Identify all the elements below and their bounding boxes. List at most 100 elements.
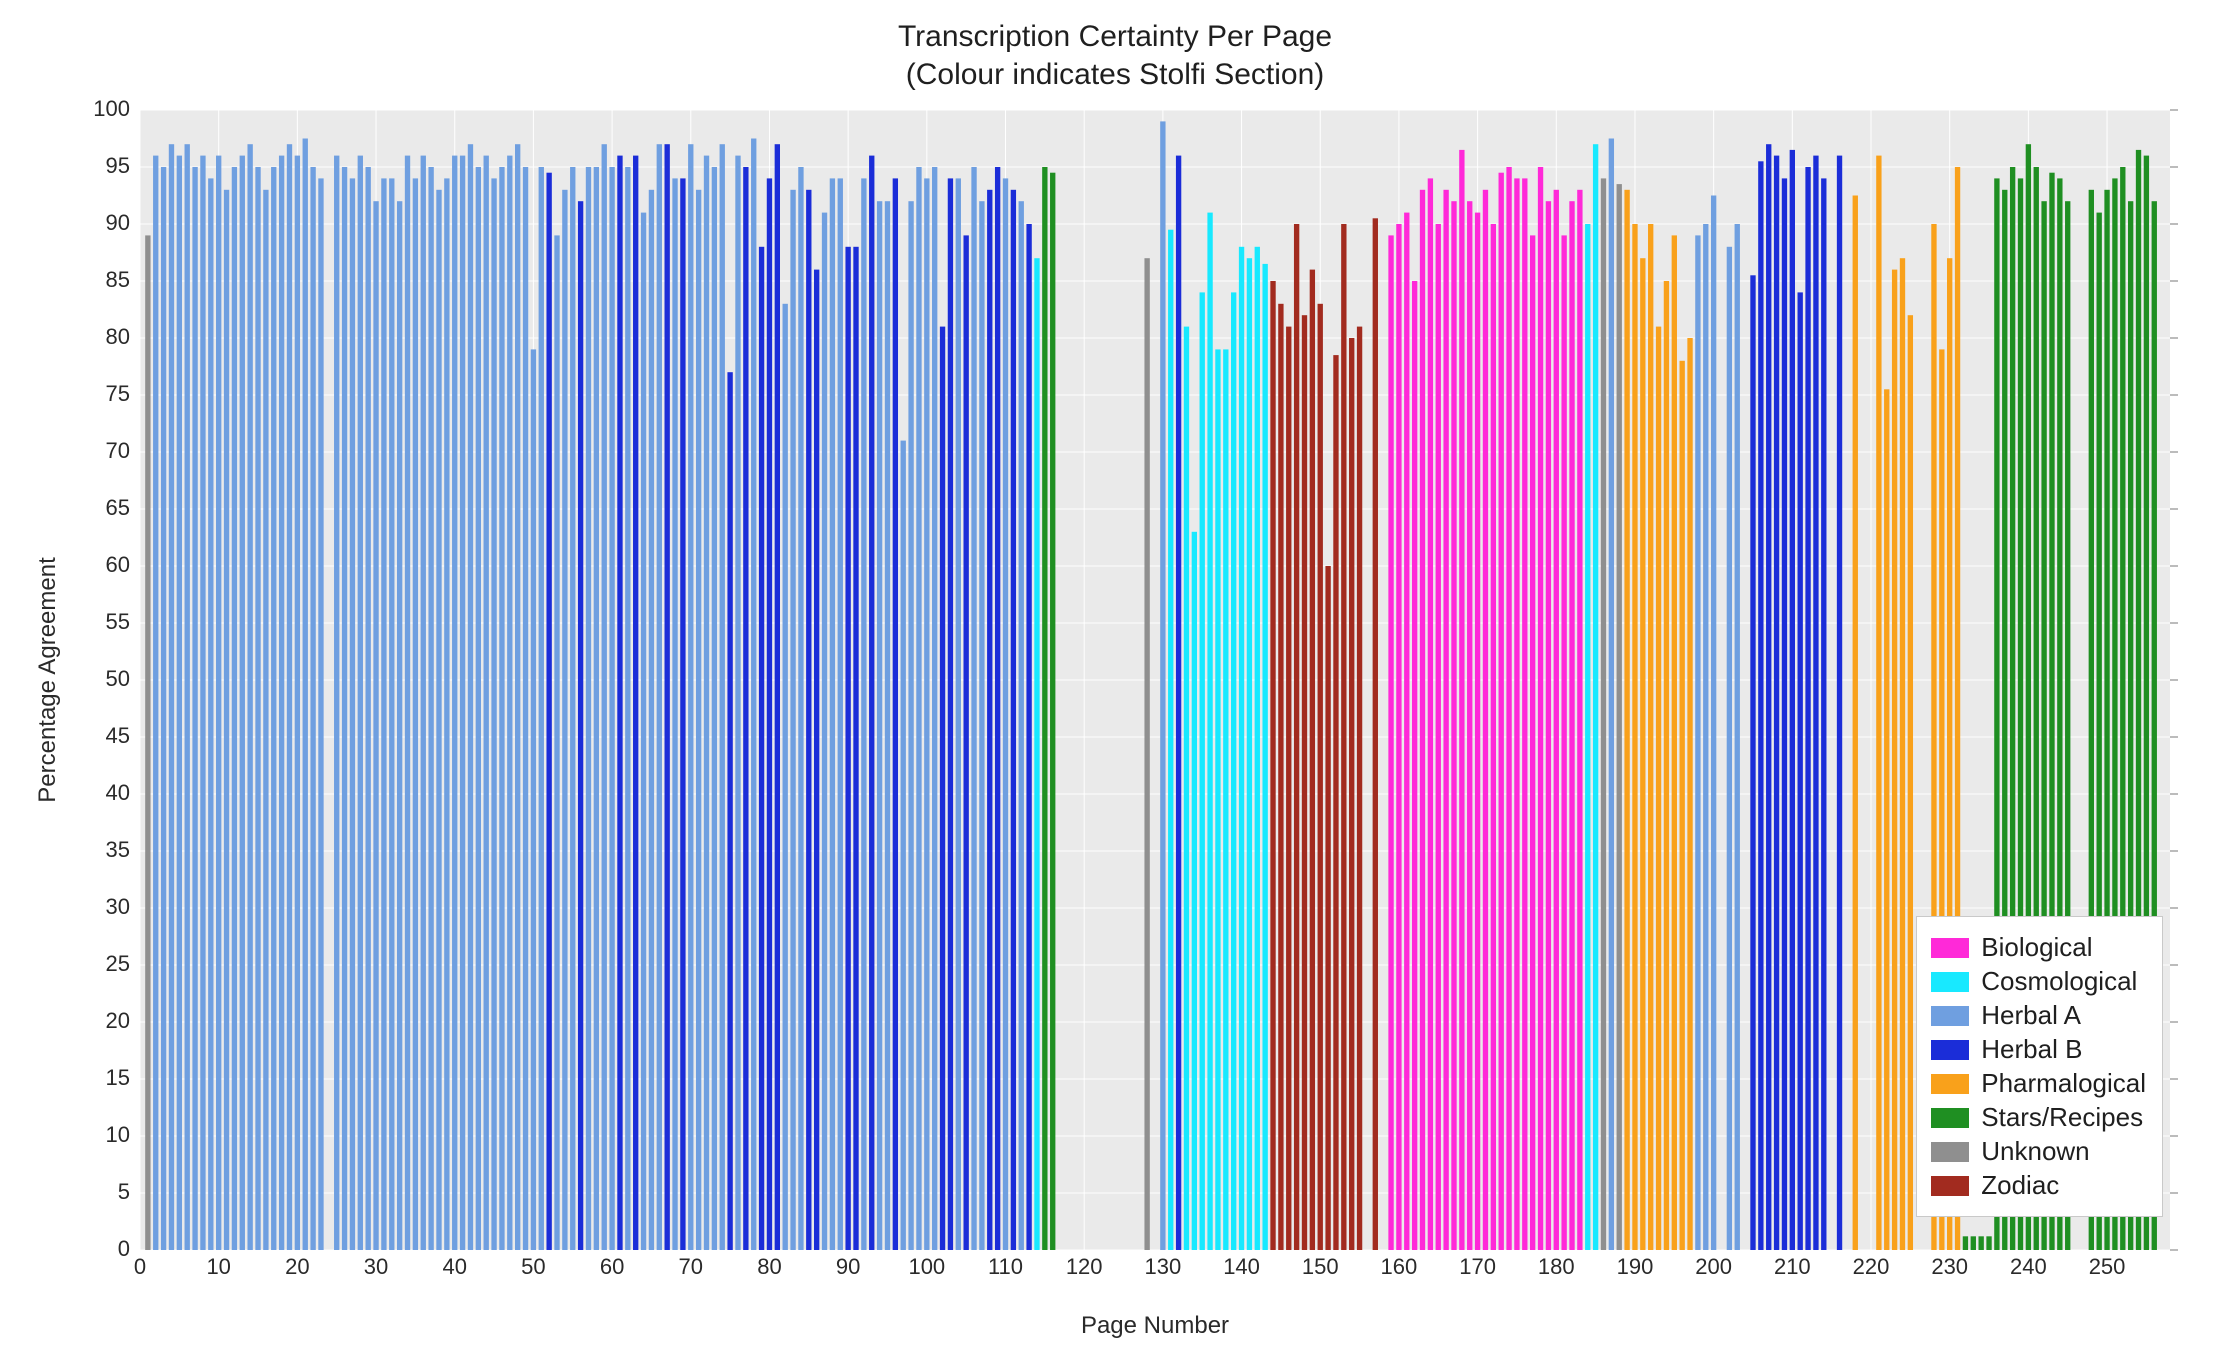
- bar: [1593, 144, 1598, 1250]
- bar: [1459, 150, 1464, 1250]
- bar: [775, 144, 780, 1250]
- bar: [1160, 121, 1165, 1250]
- bar: [1034, 258, 1039, 1250]
- plot-svg: 0102030405060708090100110120130140150160…: [140, 110, 2170, 1250]
- bar: [830, 178, 835, 1250]
- bar: [578, 201, 583, 1250]
- bar: [476, 167, 481, 1250]
- bar: [1207, 213, 1212, 1250]
- bar: [1506, 167, 1511, 1250]
- bar: [712, 167, 717, 1250]
- legend-item: Cosmological: [1931, 966, 2146, 997]
- bar: [1632, 224, 1637, 1250]
- bar: [1837, 156, 1842, 1250]
- y-tick-label: 70: [106, 438, 130, 463]
- bar: [1373, 218, 1378, 1250]
- bar: [1624, 190, 1629, 1250]
- bar: [1656, 327, 1661, 1250]
- legend-label: Cosmological: [1981, 966, 2137, 997]
- legend-item: Herbal A: [1931, 1000, 2146, 1031]
- bar: [861, 178, 866, 1250]
- x-tick-label: 200: [1695, 1254, 1732, 1279]
- bar: [838, 178, 843, 1250]
- bar: [1758, 161, 1763, 1250]
- bar: [979, 201, 984, 1250]
- bar: [1499, 173, 1504, 1250]
- x-tick-label: 130: [1145, 1254, 1182, 1279]
- bar: [1900, 258, 1905, 1250]
- bar: [971, 167, 976, 1250]
- bar: [161, 167, 166, 1250]
- bar: [1609, 139, 1614, 1251]
- bar: [1168, 230, 1173, 1250]
- legend-item: Stars/Recipes: [1931, 1102, 2146, 1133]
- bar: [1782, 178, 1787, 1250]
- bar: [1011, 190, 1016, 1250]
- legend-swatch: [1931, 972, 1969, 992]
- bar: [539, 167, 544, 1250]
- bar: [1727, 247, 1732, 1250]
- bar: [1483, 190, 1488, 1250]
- bar: [869, 156, 874, 1250]
- bar: [932, 167, 937, 1250]
- bar: [342, 167, 347, 1250]
- bar: [853, 247, 858, 1250]
- bar: [1585, 224, 1590, 1250]
- bar: [1404, 213, 1409, 1250]
- bar: [1664, 281, 1669, 1250]
- bar: [1357, 327, 1362, 1250]
- bar: [373, 201, 378, 1250]
- bar: [208, 178, 213, 1250]
- legend-label: Pharmalogical: [1981, 1068, 2146, 1099]
- bar: [169, 144, 174, 1250]
- bar: [247, 144, 252, 1250]
- x-tick-label: 190: [1617, 1254, 1654, 1279]
- x-tick-label: 180: [1538, 1254, 1575, 1279]
- y-tick-label: 65: [106, 495, 130, 520]
- bar: [1467, 201, 1472, 1250]
- legend-swatch: [1931, 1074, 1969, 1094]
- bar: [1963, 1236, 1968, 1250]
- bar: [743, 167, 748, 1250]
- bar: [688, 144, 693, 1250]
- x-tick-label: 150: [1302, 1254, 1339, 1279]
- bar: [523, 167, 528, 1250]
- legend-item: Herbal B: [1931, 1034, 2146, 1065]
- bar: [704, 156, 709, 1250]
- bar: [1270, 281, 1275, 1250]
- bar: [1192, 532, 1197, 1250]
- bar: [515, 144, 520, 1250]
- bar: [318, 178, 323, 1250]
- bar: [1176, 156, 1181, 1250]
- bar: [586, 167, 591, 1250]
- y-tick-label: 95: [106, 153, 130, 178]
- bar: [1892, 270, 1897, 1250]
- bar: [1443, 190, 1448, 1250]
- bar: [185, 144, 190, 1250]
- bar: [1978, 1236, 1983, 1250]
- chart-container: Transcription Certainty Per Page (Colour…: [0, 0, 2230, 1366]
- bar: [499, 167, 504, 1250]
- bar: [531, 349, 536, 1250]
- bar: [1184, 327, 1189, 1250]
- y-tick-label: 85: [106, 267, 130, 292]
- legend-swatch: [1931, 1142, 1969, 1162]
- bar: [1215, 349, 1220, 1250]
- bar: [594, 167, 599, 1250]
- bar: [963, 235, 968, 1250]
- x-tick-label: 40: [442, 1254, 466, 1279]
- bar: [224, 190, 229, 1250]
- bar: [625, 167, 630, 1250]
- bar: [1971, 1236, 1976, 1250]
- bar: [405, 156, 410, 1250]
- y-tick-label: 100: [93, 96, 130, 121]
- bar: [924, 178, 929, 1250]
- bar: [727, 372, 732, 1250]
- bar: [1475, 213, 1480, 1250]
- bar: [436, 190, 441, 1250]
- x-tick-label: 110: [988, 1254, 1023, 1279]
- x-tick-label: 20: [285, 1254, 309, 1279]
- bar: [948, 178, 953, 1250]
- chart-title: Transcription Certainty Per Page (Colour…: [0, 18, 2230, 93]
- bar: [1617, 184, 1622, 1250]
